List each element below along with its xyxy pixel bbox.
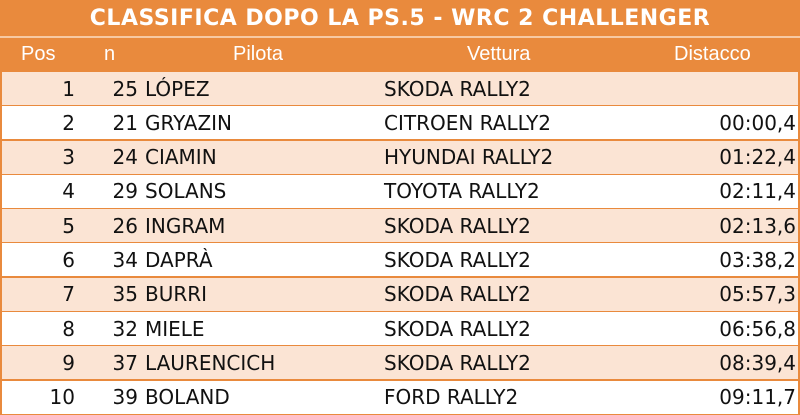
cell-number: 25 xyxy=(112,76,138,101)
cell-driver: LAURENCICH xyxy=(145,350,276,375)
table-row: 1 25 LÓPEZ SKODA RALLY2 xyxy=(2,72,798,105)
cell-car: FORD RALLY2 xyxy=(384,385,519,410)
cell-driver: LÓPEZ xyxy=(145,76,210,101)
cell-pos: 10 xyxy=(49,385,75,410)
table-row: 9 37 LAURENCICH SKODA RALLY2 08:39,4 xyxy=(2,346,798,380)
cell-car: SKODA RALLY2 xyxy=(384,282,531,307)
cell-number: 37 xyxy=(112,350,138,375)
cell-car: SKODA RALLY2 xyxy=(384,247,531,272)
cell-pos: 6 xyxy=(62,247,75,272)
cell-gap: 06:56,8 xyxy=(719,316,796,341)
cell-car: SKODA RALLY2 xyxy=(384,213,531,238)
cell-driver: SOLANS xyxy=(145,179,227,204)
table-row: 7 35 BURRI SKODA RALLY2 05:57,3 xyxy=(2,277,798,311)
column-header-pos: Pos xyxy=(21,43,56,65)
cell-driver: GRYAZIN xyxy=(145,110,233,135)
cell-driver: BOLAND xyxy=(145,385,230,410)
cell-pos: 5 xyxy=(62,213,75,238)
column-header-driver: Pilota xyxy=(233,43,284,65)
cell-car: SKODA RALLY2 xyxy=(384,350,531,375)
cell-number: 29 xyxy=(112,179,138,204)
column-header-gap: Distacco xyxy=(674,43,751,65)
cell-gap: 01:22,4 xyxy=(719,145,796,170)
cell-number: 35 xyxy=(112,282,138,307)
table-row: 8 32 MIELE SKODA RALLY2 06:56,8 xyxy=(2,312,798,346)
table-title: CLASSIFICA DOPO LA PS.5 - WRC 2 CHALLENG… xyxy=(89,5,711,31)
cell-driver: BURRI xyxy=(145,282,208,307)
cell-pos: 1 xyxy=(62,76,75,101)
cell-gap: 03:38,2 xyxy=(719,247,796,272)
cell-car: CITROEN RALLY2 xyxy=(384,110,552,135)
cell-pos: 9 xyxy=(62,350,75,375)
cell-gap: 00:00,4 xyxy=(719,110,796,135)
cell-pos: 4 xyxy=(62,179,75,204)
cell-number: 26 xyxy=(112,213,138,238)
table-row: 2 21 GRYAZIN CITROEN RALLY2 00:00,4 xyxy=(2,106,798,140)
cell-pos: 7 xyxy=(62,282,75,307)
cell-driver: MIELE xyxy=(145,316,205,341)
cell-car: SKODA RALLY2 xyxy=(384,76,531,101)
cell-driver: CIAMIN xyxy=(145,145,217,170)
cell-car: TOYOTA RALLY2 xyxy=(384,179,540,204)
cell-driver: DAPRÀ xyxy=(145,247,213,272)
table-header: Pos n Pilota Vettura Distacco xyxy=(0,36,800,70)
cell-gap: 02:11,4 xyxy=(719,179,796,204)
cell-gap: 05:57,3 xyxy=(719,282,796,307)
cell-number: 24 xyxy=(112,145,138,170)
cell-pos: 2 xyxy=(62,110,75,135)
cell-pos: 3 xyxy=(62,145,75,170)
column-header-car: Vettura xyxy=(467,43,531,65)
table-row: 3 24 CIAMIN HYUNDAI RALLY2 01:22,4 xyxy=(2,140,798,174)
cell-car: HYUNDAI RALLY2 xyxy=(384,145,554,170)
cell-pos: 8 xyxy=(62,316,75,341)
cell-number: 34 xyxy=(112,247,138,272)
cell-gap: 09:11,7 xyxy=(719,385,796,410)
table-body: 1 25 LÓPEZ SKODA RALLY2 2 21 GRYAZIN CIT… xyxy=(2,72,798,415)
cell-number: 39 xyxy=(112,385,138,410)
cell-number: 21 xyxy=(112,110,138,135)
cell-number: 32 xyxy=(112,316,138,341)
table-row: 6 34 DAPRÀ SKODA RALLY2 03:38,2 xyxy=(2,243,798,277)
cell-gap: 08:39,4 xyxy=(719,350,796,375)
cell-driver: INGRAM xyxy=(145,213,226,238)
table-row: 5 26 INGRAM SKODA RALLY2 02:13,6 xyxy=(2,209,798,243)
cell-gap: 02:13,6 xyxy=(719,213,796,238)
column-header-number: n xyxy=(104,43,116,65)
cell-car: SKODA RALLY2 xyxy=(384,316,531,341)
table-row: 10 39 BOLAND FORD RALLY2 09:11,7 xyxy=(2,380,798,414)
table-row: 4 29 SOLANS TOYOTA RALLY2 02:11,4 xyxy=(2,174,798,208)
